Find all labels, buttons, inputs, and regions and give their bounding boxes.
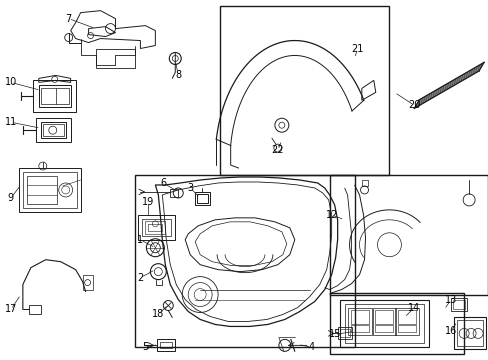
Bar [450,298,466,311]
Text: 5: 5 [142,342,148,352]
Bar [142,219,171,236]
Text: 1: 1 [137,235,143,245]
Bar [95,49,135,68]
Bar [375,310,393,324]
Bar [329,175,487,294]
Bar [398,310,415,324]
Bar [350,325,368,332]
Text: 8: 8 [175,71,181,80]
Bar [19,168,81,212]
Text: 13: 13 [444,294,456,305]
Bar [337,328,351,339]
Bar [220,6,388,175]
Bar [82,275,92,289]
Text: 6: 6 [160,178,166,188]
Bar [29,305,41,315]
Bar [456,320,482,346]
Bar [138,215,175,240]
Bar [160,342,172,348]
Text: 12: 12 [325,210,337,220]
Bar [398,325,415,332]
Text: 18: 18 [152,310,164,319]
Text: 2: 2 [137,273,143,283]
Bar [350,310,368,324]
Bar [344,303,424,343]
Bar [41,88,68,104]
Bar [453,318,485,349]
Text: 14: 14 [407,302,420,312]
Bar [372,307,396,336]
Bar [170,189,178,197]
Text: 11: 11 [5,117,17,127]
Text: 9: 9 [8,193,14,203]
Bar [145,221,165,234]
Bar [452,300,464,310]
Text: 15: 15 [328,329,340,339]
Bar [27,176,57,204]
Bar [42,124,63,136]
Text: 3: 3 [187,183,193,193]
Text: 7: 7 [65,14,72,24]
Bar [395,307,419,336]
Bar [329,293,463,354]
Text: 17: 17 [5,305,17,315]
Bar [375,325,393,332]
Text: 4: 4 [308,342,314,352]
Text: 21: 21 [351,44,363,54]
Text: 10: 10 [5,77,17,87]
Text: 20: 20 [407,100,420,110]
Bar [23,172,77,208]
Bar [347,307,371,336]
Bar [339,329,349,337]
Bar [157,339,175,351]
Text: 22: 22 [271,145,284,155]
Text: 19: 19 [142,197,154,207]
Text: 16: 16 [444,327,456,336]
Bar [339,300,428,347]
Bar [135,175,354,347]
